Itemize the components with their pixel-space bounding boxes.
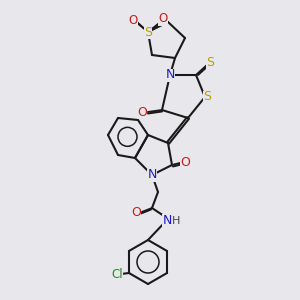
Text: N: N (165, 68, 175, 82)
Text: S: S (144, 26, 152, 38)
Text: O: O (137, 106, 147, 118)
Text: O: O (180, 155, 190, 169)
Text: N: N (162, 214, 172, 226)
Text: O: O (128, 14, 138, 26)
Text: N: N (147, 169, 157, 182)
Text: S: S (203, 91, 211, 103)
Text: S: S (206, 56, 214, 68)
Text: O: O (158, 13, 168, 26)
Text: H: H (172, 216, 180, 226)
Text: Cl: Cl (111, 268, 123, 281)
Text: O: O (131, 206, 141, 220)
